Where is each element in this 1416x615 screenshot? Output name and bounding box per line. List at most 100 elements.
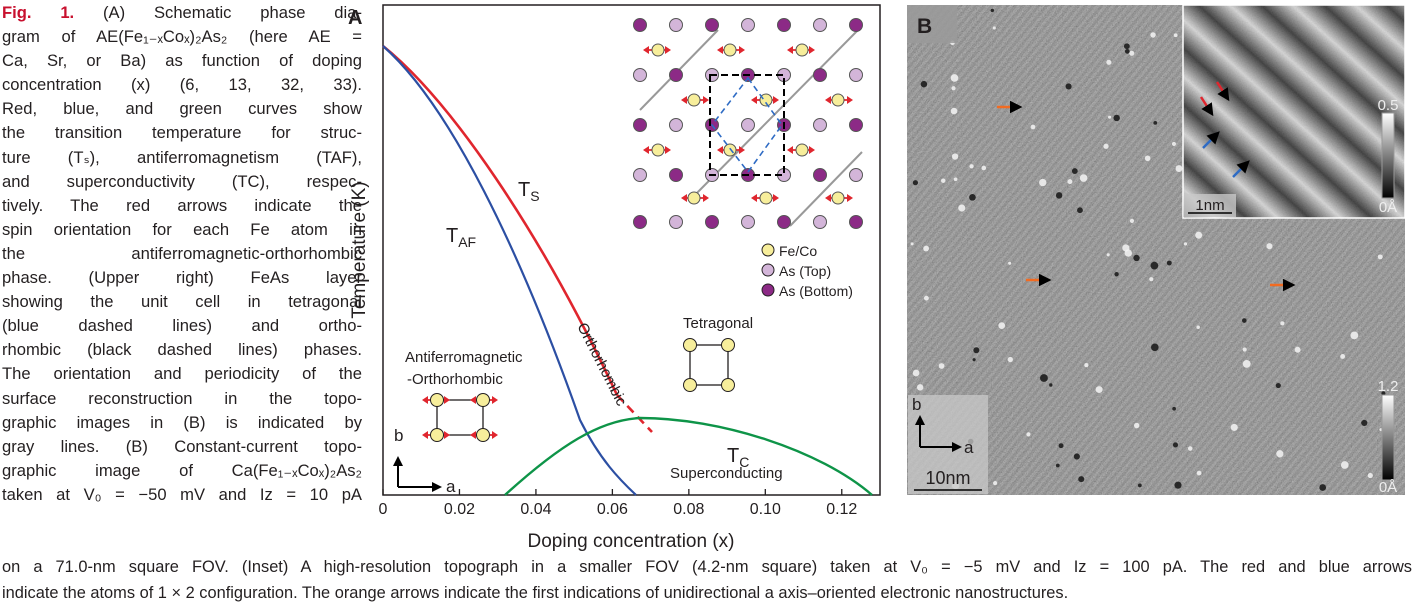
taf-sub: AF <box>458 234 476 250</box>
defect <box>939 363 945 369</box>
as-atom <box>814 216 827 229</box>
axis-b: b <box>912 395 921 414</box>
spin-arrowhead <box>809 46 815 54</box>
legend-marker <box>762 264 774 276</box>
axis-b: b <box>394 426 403 445</box>
ts-sub: S <box>530 188 539 204</box>
fe-atom <box>760 192 772 204</box>
as-atom <box>670 169 683 182</box>
spin-arrowhead <box>773 96 779 104</box>
defect <box>1122 244 1129 251</box>
fe-atom <box>652 144 664 156</box>
figure-panels: A Doping concentration (x) Temperature (… <box>0 0 1416 555</box>
spin-arrowhead <box>847 194 853 202</box>
defect <box>1151 262 1159 270</box>
feas-lattice <box>634 19 863 229</box>
as-atom <box>706 19 719 32</box>
caption-line: indicate the atoms of 1 × 2 configuratio… <box>2 580 1412 606</box>
defect <box>954 177 958 181</box>
spin-arrowhead <box>739 46 745 54</box>
tc-main: T <box>727 445 739 467</box>
defect <box>993 481 997 485</box>
defect <box>1266 243 1272 249</box>
as-atom <box>850 19 863 32</box>
defect <box>1106 60 1111 65</box>
spin-arrowhead <box>703 194 709 202</box>
spin-arrowhead <box>751 96 757 104</box>
legend-marker <box>762 244 774 256</box>
fe-atom <box>722 339 735 352</box>
defect <box>1176 165 1183 172</box>
defect <box>1231 424 1238 431</box>
defect <box>951 86 955 90</box>
defect <box>1056 192 1062 198</box>
page: Fig. 1 html, body { margin: 0; padding: … <box>0 0 1416 615</box>
defect <box>1078 476 1084 482</box>
legend-label: As (Bottom) <box>779 283 853 299</box>
defect <box>924 296 929 301</box>
spin-arrowhead <box>773 194 779 202</box>
x-tick-label: 0.02 <box>444 501 475 518</box>
defect <box>1138 484 1142 488</box>
taf-label: TAF <box>446 225 476 250</box>
as-atom <box>850 169 863 182</box>
legend-label: Fe/Co <box>779 243 817 259</box>
figure: {"caption": { "label": "Fig. 1.", "first… <box>0 0 1416 615</box>
defect <box>921 81 927 87</box>
spin-arrowhead <box>809 146 815 154</box>
defect <box>1184 242 1187 245</box>
colorbar-label: 0.5 <box>1378 97 1399 114</box>
defect <box>1295 347 1301 353</box>
defect <box>1319 484 1326 491</box>
fe-atom <box>431 429 444 442</box>
defect <box>1134 423 1139 428</box>
defect <box>1133 255 1139 261</box>
defect <box>1149 277 1153 281</box>
legend-marker <box>762 284 774 296</box>
as-atom <box>706 216 719 229</box>
defect <box>1077 207 1083 213</box>
defect <box>969 194 976 201</box>
fe-atom <box>832 94 844 106</box>
defect <box>1150 32 1155 37</box>
spin-arrowhead <box>643 146 649 154</box>
as-atom <box>634 216 647 229</box>
spin-arrowhead <box>717 46 723 54</box>
x-tick-label: 0.06 <box>597 501 628 518</box>
spin-arrowhead <box>492 431 498 439</box>
afo-icon <box>422 394 498 442</box>
defect <box>1172 142 1176 146</box>
defect <box>1031 125 1036 130</box>
as-atom <box>850 216 863 229</box>
inset-texture <box>1183 5 1405 218</box>
tetragonal-label: Tetragonal <box>683 315 753 332</box>
fe-atom <box>796 44 808 56</box>
as-atom <box>814 169 827 182</box>
defect <box>1103 144 1108 149</box>
defect <box>1361 420 1367 426</box>
x-tick-label: 0.12 <box>826 501 857 518</box>
defect <box>1242 318 1247 323</box>
as-atom <box>742 119 755 132</box>
defect <box>1197 471 1202 476</box>
defect <box>1174 33 1178 37</box>
defect <box>1067 179 1072 184</box>
as-atom <box>778 19 791 32</box>
y-axis-label: Temperature (K) <box>349 181 370 318</box>
defect <box>913 370 920 377</box>
as-atom <box>670 19 683 32</box>
as-atom <box>814 69 827 82</box>
defect <box>1172 407 1176 411</box>
spin-arrowhead <box>787 146 793 154</box>
x-tick-label: 0.10 <box>750 501 781 518</box>
defect <box>1368 473 1373 478</box>
fe-atom <box>796 144 808 156</box>
defect <box>1040 374 1048 382</box>
as-atom <box>670 119 683 132</box>
defect <box>1107 253 1110 256</box>
cell <box>437 400 483 435</box>
spin-arrowhead <box>751 194 757 202</box>
defect <box>1129 51 1134 56</box>
superconducting-label: Superconducting <box>670 465 783 482</box>
spin-arrowhead <box>444 396 450 404</box>
